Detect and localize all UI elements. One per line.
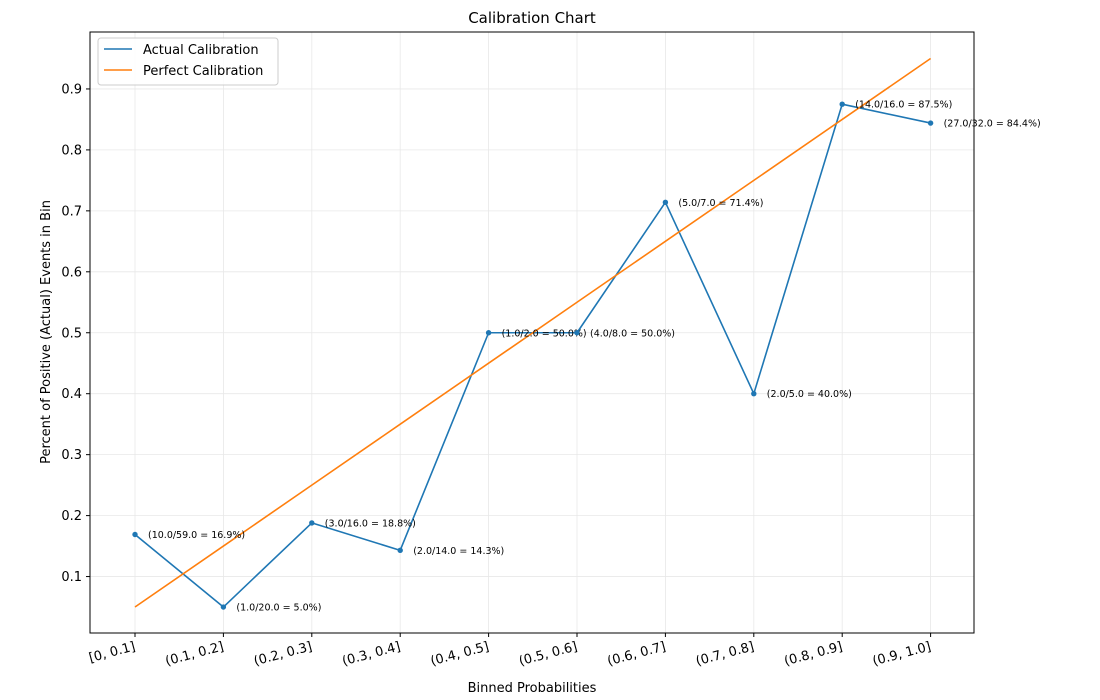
x-tick-label: (0.8, 0.9] — [783, 639, 845, 669]
x-tick-label: (0.4, 0.5] — [429, 639, 491, 669]
x-tick-label: (0.2, 0.3] — [252, 639, 314, 669]
data-point — [397, 547, 403, 554]
data-label: (5.0/7.0 = 71.4%) — [678, 198, 763, 209]
x-tick-label: (0.5, 0.6] — [517, 639, 579, 669]
y-tick-label: 0.3 — [61, 448, 82, 463]
x-tick-label: (0.7, 0.8] — [694, 639, 756, 669]
x-tick-label: (0.6, 0.7] — [606, 639, 668, 669]
data-label: (3.0/16.0 = 18.8%) — [325, 518, 416, 529]
x-tick-label: (0.9, 1.0] — [871, 639, 933, 669]
chart-title: Calibration Chart — [468, 9, 596, 27]
data-label: (1.0/20.0 = 5.0%) — [236, 603, 321, 614]
series-line-actual-calibration — [134, 103, 931, 608]
x-tick-label: [0, 0.1] — [87, 639, 137, 666]
data-label: (1.0/2.0 = 50.0%) — [502, 328, 587, 339]
legend-label: Actual Calibration — [143, 43, 259, 58]
series-layer: (10.0/59.0 = 16.9%) (1.0/20.0 = 5.0%) (3.0… — [132, 57, 1041, 614]
data-label: (4.0/8.0 = 50.0%) — [590, 328, 675, 339]
data-point — [839, 101, 845, 107]
x-axis-title: Binned Probabilities — [468, 681, 597, 696]
y-tick-label: 0.5 — [61, 326, 82, 341]
legend-box — [97, 37, 279, 86]
y-tick-label: 0.2 — [61, 509, 82, 524]
data-label: (10.0/59.0 = 16.9%) — [148, 530, 245, 541]
data-label: (2.0/14.0 = 14.3%) — [413, 546, 504, 557]
data-point — [220, 604, 227, 610]
legend: Actual Calibration Perfect Calibration — [97, 37, 279, 86]
data-point — [927, 120, 934, 126]
legend-label: Perfect Calibration — [143, 64, 263, 79]
y-axis-title: Percent of Positive (Actual) Events in B… — [39, 200, 54, 464]
y-tick-label: 0.1 — [61, 570, 82, 585]
data-point — [574, 330, 580, 336]
data-label: (27.0/32.0 = 84.4%) — [944, 119, 1041, 130]
data-label: (2.0/5.0 = 40.0%) — [767, 389, 852, 400]
data-point — [309, 520, 315, 526]
y-tick-label: 0.4 — [61, 387, 82, 402]
y-axis: 0.1 0.2 0.3 0.4 0.5 0.6 0.7 0.8 0.9 — [61, 82, 90, 585]
x-axis: [0, 0.1] (0.1, 0.2] (0.2, 0.3] (0.3, 0.4] (0… — [87, 633, 933, 669]
data-point — [662, 199, 669, 206]
series-line-perfect-calibration — [134, 57, 932, 608]
data-point — [132, 531, 138, 538]
data-point — [485, 330, 492, 336]
y-tick-label: 0.7 — [61, 204, 82, 219]
x-tick-label: (0.1, 0.2] — [164, 639, 226, 669]
y-tick-label: 0.6 — [61, 265, 82, 280]
y-tick-label: 0.9 — [61, 82, 82, 97]
y-tick-label: 0.8 — [61, 143, 82, 158]
data-point — [751, 391, 757, 397]
data-label: (14.0/16.0 = 87.5%) — [855, 100, 952, 111]
x-tick-label: (0.3, 0.4] — [341, 639, 403, 669]
